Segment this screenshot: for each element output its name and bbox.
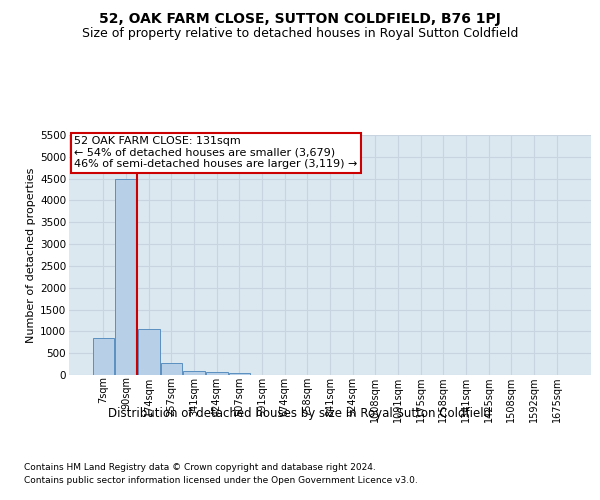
Text: 52 OAK FARM CLOSE: 131sqm
← 54% of detached houses are smaller (3,679)
46% of se: 52 OAK FARM CLOSE: 131sqm ← 54% of detac… [74,136,358,170]
Bar [184,370,205,375]
Bar [115,178,137,375]
Bar [161,363,182,375]
Bar [206,372,227,375]
Text: Contains public sector information licensed under the Open Government Licence v3: Contains public sector information licen… [24,476,418,485]
Text: Distribution of detached houses by size in Royal Sutton Coldfield: Distribution of detached houses by size … [109,408,491,420]
Text: Size of property relative to detached houses in Royal Sutton Coldfield: Size of property relative to detached ho… [82,28,518,40]
Bar [229,373,250,375]
Text: Contains HM Land Registry data © Crown copyright and database right 2024.: Contains HM Land Registry data © Crown c… [24,462,376,471]
Bar [93,338,114,375]
Y-axis label: Number of detached properties: Number of detached properties [26,168,36,342]
Bar [138,329,160,375]
Text: 52, OAK FARM CLOSE, SUTTON COLDFIELD, B76 1PJ: 52, OAK FARM CLOSE, SUTTON COLDFIELD, B7… [99,12,501,26]
